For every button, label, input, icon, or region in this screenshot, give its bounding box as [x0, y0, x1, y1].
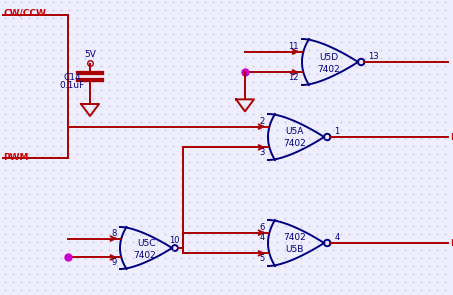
Text: 8: 8 [111, 229, 117, 237]
Text: 0.1uF: 0.1uF [59, 81, 85, 89]
Text: 7402: 7402 [283, 140, 306, 148]
Text: 11: 11 [289, 42, 299, 51]
Text: IN2: IN2 [450, 132, 453, 142]
Text: 3: 3 [260, 148, 265, 157]
Text: 5V: 5V [84, 50, 96, 59]
Text: 12: 12 [289, 73, 299, 82]
Text: U5C: U5C [137, 238, 155, 248]
Text: 5: 5 [260, 254, 265, 263]
Text: U5D: U5D [319, 53, 338, 61]
Text: U5A: U5A [285, 127, 304, 137]
Text: 7402: 7402 [133, 250, 156, 260]
Text: PWM: PWM [3, 153, 29, 163]
Text: CW/CCW: CW/CCW [3, 9, 46, 17]
Text: 10: 10 [169, 236, 180, 245]
Text: 4: 4 [334, 233, 340, 242]
Text: 9: 9 [112, 258, 117, 268]
Text: 4: 4 [260, 233, 265, 242]
Text: U5B: U5B [285, 245, 304, 255]
Text: 7402: 7402 [317, 65, 340, 73]
Text: 1: 1 [334, 127, 340, 136]
Text: C14: C14 [63, 73, 81, 81]
Text: 13: 13 [368, 52, 379, 61]
Text: 2: 2 [260, 117, 265, 126]
Text: 6: 6 [260, 223, 265, 232]
Text: 7402: 7402 [283, 234, 306, 242]
Text: IN1: IN1 [450, 238, 453, 248]
